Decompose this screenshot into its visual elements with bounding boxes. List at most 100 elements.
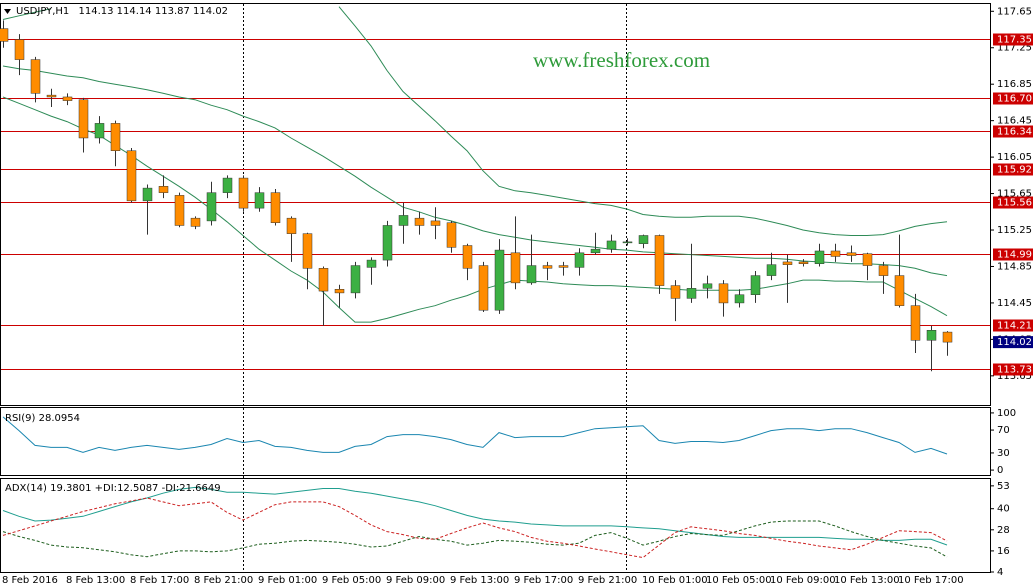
close-value: 114.02 [193, 6, 228, 17]
level-label: 117.35 [997, 35, 1032, 46]
x-tick-label: 10 Feb 17:00 [898, 575, 964, 586]
candle-body [894, 275, 905, 306]
level-label-bg [993, 125, 1033, 138]
y-tick-label: 16 [997, 546, 1010, 557]
y-tick-label: 116.05 [997, 152, 1032, 163]
y-tick-label: 28 [997, 525, 1010, 536]
indicator-line [2, 416, 948, 455]
level-label: 115.56 [997, 198, 1032, 209]
rsi-value: 28.0954 [39, 413, 80, 424]
candle-body [318, 268, 329, 292]
band-middle [2, 65, 948, 277]
candle-body [798, 261, 809, 264]
candle-body [686, 288, 697, 299]
x-tick-label: 10 Feb 13:00 [834, 575, 900, 586]
candle-body [830, 250, 841, 257]
pdi-name: +DI: [95, 483, 117, 494]
level-label: 113.73 [997, 365, 1032, 376]
rsi-name: RSI(9) [5, 413, 36, 424]
candle-body [846, 252, 857, 256]
adx-panel [0, 478, 991, 573]
high-value: 114.14 [117, 6, 152, 17]
chart-header: USDJPY,H1 114.13 114.14 113.87 114.02 [16, 6, 228, 17]
level-label-bg [993, 33, 1033, 46]
main-panel [0, 3, 991, 406]
y-tick-label: 4 [997, 567, 1003, 578]
indicator-line [2, 486, 948, 546]
mdi-name: -DI: [162, 483, 180, 494]
candle-body [878, 265, 889, 276]
open-value: 114.13 [78, 6, 113, 17]
x-tick-label: 8 Feb 21:00 [194, 575, 253, 586]
adx-header: ADX(14) 19.3801 +DI:12.5087 -DI:21.6649 [5, 483, 221, 494]
candle-body [254, 192, 265, 209]
y-tick-label: 115.25 [997, 225, 1032, 236]
level-label: 116.34 [997, 127, 1032, 138]
adx-value: 19.3801 [50, 483, 91, 494]
indicator-line [2, 520, 948, 558]
candle-body [206, 192, 217, 222]
y-tick-label: 114.45 [997, 298, 1032, 309]
candle-body [350, 265, 361, 294]
rsi-header: RSI(9) 28.0954 [5, 413, 80, 424]
rsi-panel [0, 407, 991, 476]
candle-body [174, 195, 185, 226]
candle-body [526, 265, 537, 284]
level-label: 116.70 [997, 94, 1032, 105]
indicator-line [2, 497, 948, 559]
candle-body [334, 289, 345, 294]
candle-body [942, 331, 953, 343]
candle-body [78, 99, 89, 139]
x-tick-label: 10 Feb 05:00 [706, 575, 772, 586]
y-tick-label: 70 [997, 425, 1010, 436]
y-tick-label: 40 [997, 504, 1010, 515]
candle-body [782, 261, 793, 265]
candle-body [670, 285, 681, 299]
y-tick-label: 0 [997, 465, 1003, 476]
y-tick-label: 117.25 [997, 43, 1032, 54]
candle-body [366, 259, 377, 268]
x-tick-label: 8 Feb 2016 [2, 575, 58, 586]
candle-body [62, 96, 73, 101]
mdi-value: 21.6649 [179, 483, 220, 494]
dropdown-icon [4, 9, 11, 14]
candle-body [478, 265, 489, 311]
x-tick-label: 9 Feb 01:00 [258, 575, 317, 586]
y-tick-label: 30 [997, 448, 1010, 459]
candle-body [542, 265, 553, 269]
level-label-bg [993, 196, 1033, 209]
candle-body [94, 123, 105, 139]
candle-body [910, 305, 921, 341]
y-tick-label: 115.65 [997, 189, 1032, 200]
candle-body [510, 252, 521, 284]
candle-body [622, 241, 633, 244]
candle-body [814, 250, 825, 264]
x-tick-label: 9 Feb 09:00 [386, 575, 445, 586]
candle-body [0, 28, 9, 42]
candle-body [302, 233, 313, 269]
candle-body [590, 248, 601, 254]
candle-body [142, 187, 153, 202]
x-tick-label: 9 Feb 05:00 [322, 575, 381, 586]
band-lower [2, 96, 948, 323]
candle-body [110, 123, 121, 151]
level-label-bg [993, 92, 1033, 105]
candle-body [702, 283, 713, 289]
candle-body [734, 294, 745, 304]
candle-body [574, 252, 585, 268]
low-value: 113.87 [155, 6, 190, 17]
candle-body [126, 150, 137, 202]
watermark: www.freshforex.com [533, 48, 710, 72]
price-label: 114.02 [997, 337, 1032, 348]
x-tick-label: 10 Feb 09:00 [770, 575, 836, 586]
candle-body [718, 283, 729, 304]
candle-body [158, 186, 169, 193]
level-label: 114.99 [997, 250, 1032, 261]
candle-body [750, 275, 761, 295]
candle-body [414, 217, 425, 226]
candle-body [398, 215, 409, 226]
level-label: 115.92 [997, 165, 1032, 176]
y-tick-label: 116.45 [997, 116, 1032, 127]
